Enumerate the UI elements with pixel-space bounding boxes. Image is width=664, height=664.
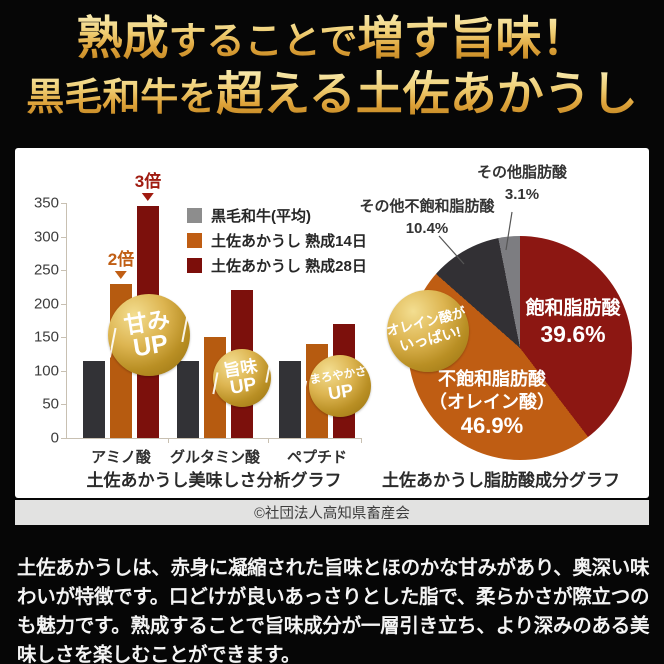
bar-chart-title: 土佐あかうし美味しさ分析グラフ	[86, 471, 342, 490]
pie-slice-percent: 39.6%	[540, 320, 606, 347]
pie-label-saturated: 飽和脂肪酸 39.6%	[498, 298, 648, 348]
y-tick-mark	[61, 236, 66, 238]
category-label: アミノ酸	[91, 449, 151, 466]
y-tick-label: 100	[33, 362, 59, 380]
legend-swatch	[187, 233, 202, 248]
down-arrow-icon	[115, 270, 127, 279]
legend-label: 土佐あかうし 熟成14日	[211, 233, 367, 250]
badge-text: まろやかさ UP	[309, 366, 370, 406]
header-title-seg: 超える土佐あかうし	[216, 68, 638, 121]
x-tick-mark	[268, 438, 269, 443]
x-tick-mark	[168, 438, 169, 443]
bar-chart-x-axis	[66, 438, 362, 439]
pie-label-unsaturated: 不飽和脂肪酸 （オレイン酸） 46.9%	[407, 368, 577, 439]
category-label: ペプチド	[286, 449, 348, 466]
pie-slice-name: 飽和脂肪酸	[525, 298, 621, 319]
y-tick-mark	[61, 438, 66, 439]
y-tick-mark	[61, 270, 66, 272]
badge-text: 旨味 UP	[222, 356, 262, 399]
pie-slice-name: （オレイン酸）	[429, 391, 555, 412]
legend-item: 土佐あかうし 熟成14日	[187, 230, 367, 251]
y-tick-label: 50	[42, 395, 59, 413]
pie-slice-percent: 46.9%	[460, 413, 524, 438]
badge-line2: UP	[225, 374, 262, 399]
y-tick-label: 350	[33, 194, 59, 212]
legend-label: 土佐あかうし 熟成28日	[211, 258, 367, 275]
chart-panel: 0 50 100 150 200 250 300 350 アミノ酸 グルタミン酸 ペプチド 2倍 3…	[15, 148, 649, 498]
legend-item: 黒毛和牛(平均)	[187, 205, 367, 226]
badge-text: 甘み UP	[122, 305, 175, 363]
legend-label: 黒毛和牛(平均)	[211, 208, 311, 225]
header: 熟成することで増す旨味！ 黒毛和牛を超える土佐あかうし	[0, 0, 664, 120]
y-tick-mark	[61, 203, 66, 204]
legend-swatch	[187, 208, 202, 223]
y-tick-label: 200	[33, 295, 59, 313]
legend-item: 土佐あかうし 熟成28日	[187, 255, 367, 276]
y-tick-mark	[61, 370, 66, 372]
description-paragraph: 土佐あかうしは、赤身に凝縮された旨味とほのかな甘みがあり、奥深い味わいが特徴です…	[17, 556, 650, 664]
down-arrow-icon	[142, 193, 154, 202]
header-title-seg: 増す旨味！	[357, 13, 588, 64]
legend-swatch	[187, 258, 202, 273]
bar-黒毛和牛(平均)	[279, 360, 301, 438]
copyright-text: ©社団法人高知県畜産会	[254, 506, 410, 522]
x-tick-mark	[361, 438, 362, 443]
header-title-line1: 熟成することで増す旨味！	[0, 14, 664, 64]
mellowness-up-badge: まろやかさ UP	[309, 355, 371, 417]
badge-text: オレイン酸が いっぱい!	[384, 304, 471, 358]
umami-up-badge: 旨味 UP	[213, 349, 271, 407]
y-tick-label: 250	[33, 261, 59, 279]
bar-chart-y-axis	[66, 203, 67, 438]
oleic-acid-badge: オレイン酸が いっぱい!	[384, 290, 471, 372]
pie-slice-name: その他脂肪酸	[476, 164, 567, 181]
pie-slice-percent: 3.1%	[504, 185, 540, 203]
pie-chart-title: 土佐あかうし脂肪酸成分グラフ	[382, 471, 620, 490]
annotation-text: 3倍	[134, 172, 162, 192]
annotation-text: 2倍	[107, 249, 135, 269]
copyright-strip: ©社団法人高知県畜産会	[15, 500, 649, 525]
header-title-line2: 黒毛和牛を超える土佐あかうし	[0, 70, 664, 121]
pie-label-other-unsaturated-fat: その他不飽和脂肪酸 10.4%	[352, 196, 502, 240]
pie-slice-percent: 10.4%	[405, 219, 449, 237]
pie-slice-name: その他不飽和脂肪酸	[359, 198, 495, 215]
header-title-seg: 熟成	[76, 13, 169, 64]
sweetness-up-badge: 甘み UP	[108, 294, 190, 376]
pie-slice-name: 不飽和脂肪酸	[438, 369, 546, 389]
header-title-seg: することで	[168, 21, 358, 63]
multiplier-annotation: 3倍	[134, 172, 162, 202]
badge-line2: UP	[126, 329, 175, 362]
multiplier-annotation: 2倍	[108, 251, 134, 279]
y-tick-label: 0	[50, 429, 59, 447]
bar-黒毛和牛(平均)	[177, 360, 199, 438]
y-tick-label: 150	[33, 328, 59, 346]
y-tick-mark	[61, 303, 66, 305]
bar-黒毛和牛(平均)	[83, 360, 105, 438]
y-tick-label: 300	[33, 228, 59, 246]
header-title-seg: 黒毛和牛を	[26, 76, 217, 119]
y-tick-mark	[61, 404, 66, 406]
bar-chart-legend: 黒毛和牛(平均) 土佐あかうし 熟成14日 土佐あかうし 熟成28日	[187, 205, 367, 280]
pie-label-other-fat: その他脂肪酸 3.1%	[447, 162, 597, 206]
category-label: グルタミン酸	[169, 449, 261, 466]
y-tick-mark	[61, 337, 66, 339]
